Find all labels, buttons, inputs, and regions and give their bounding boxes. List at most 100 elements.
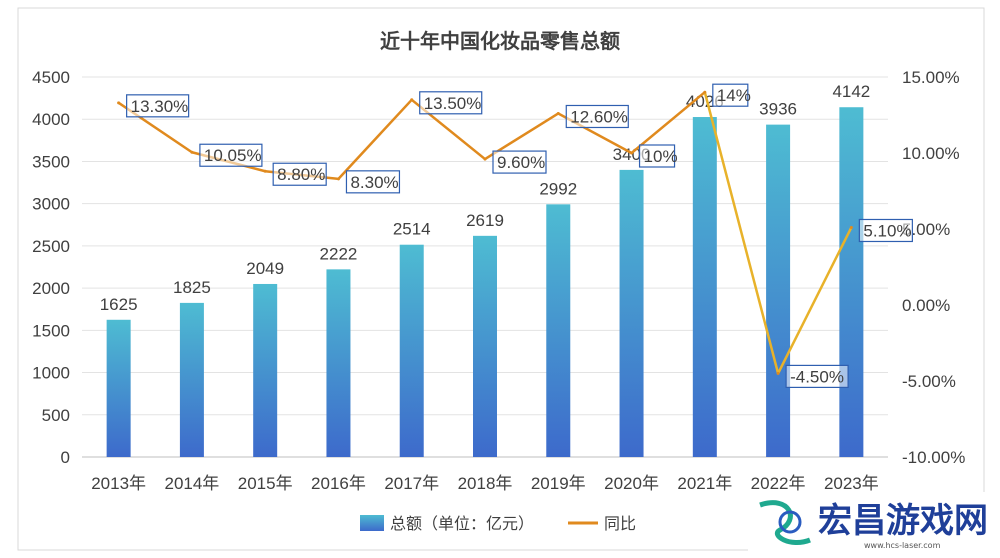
gridlines bbox=[82, 76, 888, 458]
left-tick-label: 3000 bbox=[32, 195, 70, 214]
legend-bar-swatch bbox=[360, 515, 384, 531]
line-point bbox=[336, 177, 340, 181]
line-segment bbox=[630, 90, 707, 155]
line-segment bbox=[776, 226, 853, 375]
line-value-label-group: 9.60% bbox=[492, 150, 547, 174]
bar-value-label: 2049 bbox=[246, 259, 284, 278]
line-label-box bbox=[199, 143, 263, 167]
line-value-label-group: 10.05% bbox=[199, 143, 263, 167]
x-tick-label: 2021年 bbox=[677, 474, 732, 493]
line-value-label: 8.30% bbox=[350, 173, 398, 192]
bar bbox=[179, 302, 204, 457]
x-axis: 2013年 2014年 2015年 2016年 2017年 2018年 2019年 2020年… bbox=[91, 474, 879, 493]
line-value-label-group: 8.30% bbox=[345, 170, 401, 194]
x-tick-label: 2022年 bbox=[751, 474, 806, 493]
line-label-box bbox=[492, 150, 547, 174]
line-value-label: 10% bbox=[644, 147, 678, 166]
line-label-box bbox=[565, 104, 629, 129]
line-value-label-group: 12.60% bbox=[565, 104, 629, 129]
line-label-box bbox=[272, 162, 327, 186]
line-value-label-group: 10% bbox=[638, 144, 678, 168]
line-label-box bbox=[345, 170, 401, 194]
right-tick-label: -10.00% bbox=[902, 448, 965, 467]
x-tick-label: 2023年 bbox=[824, 474, 879, 493]
line-point bbox=[703, 90, 707, 94]
bar-value-label: 1825 bbox=[173, 278, 211, 297]
line-label-box bbox=[419, 91, 483, 115]
x-tick-label: 2016年 bbox=[311, 474, 366, 493]
line-point bbox=[117, 101, 121, 105]
x-tick-label: 2013年 bbox=[91, 474, 146, 493]
left-axis: 0 500 1000 1500 2000 2500 3000 3500 4000 4500 bbox=[32, 68, 70, 467]
bar bbox=[766, 124, 791, 458]
x-tick-label: 2015年 bbox=[238, 474, 293, 493]
bar bbox=[619, 169, 644, 457]
line-value-label: 14% bbox=[717, 86, 751, 105]
left-tick-label: 3500 bbox=[32, 152, 70, 171]
bar bbox=[692, 117, 717, 457]
right-tick-label: 10.00% bbox=[902, 144, 960, 163]
right-tick-label: 0.00% bbox=[902, 296, 950, 315]
x-tick-label: 2020年 bbox=[604, 474, 659, 493]
bar-value-label: 4142 bbox=[832, 82, 870, 101]
line-value-label: 13.30% bbox=[131, 97, 189, 116]
line-point bbox=[630, 151, 634, 155]
x-tick-label: 2018年 bbox=[458, 474, 513, 493]
line-value-label-group: 13.50% bbox=[419, 91, 483, 115]
bar-value-label: 2222 bbox=[320, 244, 358, 263]
line-point bbox=[776, 371, 780, 375]
line-value-label-group: 14% bbox=[712, 83, 751, 107]
x-tick-label: 2014年 bbox=[164, 474, 219, 493]
watermark-url: www.hcs-laser.com bbox=[864, 541, 941, 550]
left-tick-label: 0 bbox=[61, 448, 70, 467]
x-tick-label: 2017年 bbox=[384, 474, 439, 493]
legend-line-label: 同比 bbox=[604, 514, 636, 533]
line-value-label: -4.50% bbox=[790, 367, 844, 386]
bar-value-label: 2992 bbox=[539, 179, 577, 198]
line-data-labels: 13.30% 10.05% 8.80% 8.30% 13.50% 9.60% 12.60% 1… bbox=[126, 83, 913, 388]
bar-value-label: 3936 bbox=[759, 100, 797, 119]
right-tick-label: 5.00% bbox=[902, 220, 950, 239]
left-tick-label: 4000 bbox=[32, 110, 70, 129]
line-label-box bbox=[638, 144, 676, 168]
line-segment bbox=[703, 90, 780, 375]
dragon-logo-icon bbox=[759, 500, 811, 546]
line-point bbox=[410, 98, 414, 102]
right-axis: -10.00% -5.00% 0.00% 5.00% 10.00% 15.00% bbox=[902, 68, 965, 467]
line-point bbox=[483, 157, 487, 161]
bar bbox=[546, 204, 571, 457]
line-value-label-group: 5.10% bbox=[858, 218, 913, 243]
bars bbox=[106, 107, 864, 458]
bar-value-label: 1625 bbox=[100, 295, 138, 314]
left-tick-label: 2500 bbox=[32, 237, 70, 256]
bar bbox=[399, 244, 424, 457]
line-label-box bbox=[712, 83, 749, 107]
line-value-label-group: 8.80% bbox=[272, 162, 327, 186]
legend: 总额（单位：亿元） 同比 bbox=[360, 514, 636, 533]
line-label-box bbox=[785, 364, 849, 388]
left-tick-label: 1500 bbox=[32, 321, 70, 340]
watermark-logo: 宏昌游戏网 www.hcs-laser.com bbox=[748, 492, 988, 554]
line-label-box bbox=[126, 94, 190, 118]
logo-ring-icon bbox=[778, 510, 802, 534]
right-tick-label: 15.00% bbox=[902, 68, 960, 87]
line-point bbox=[190, 150, 194, 154]
right-tick-label: -5.00% bbox=[902, 372, 956, 391]
line-point bbox=[556, 111, 560, 115]
left-tick-label: 2000 bbox=[32, 279, 70, 298]
line-value-label-group: 13.30% bbox=[126, 94, 190, 118]
chart-title: 近十年中国化妆品零售总额 bbox=[380, 29, 620, 53]
line-value-label: 13.50% bbox=[424, 94, 482, 113]
bar bbox=[326, 269, 351, 457]
bar bbox=[106, 319, 131, 457]
line-value-label: 8.80% bbox=[277, 165, 325, 184]
watermark-brand: 宏昌游戏网 bbox=[818, 501, 988, 541]
left-tick-label: 1000 bbox=[32, 364, 70, 383]
x-tick-label: 2019年 bbox=[531, 474, 586, 493]
line-value-label: 10.05% bbox=[204, 146, 262, 165]
line-label-box bbox=[858, 218, 913, 243]
bar bbox=[473, 235, 497, 457]
line-value-label: 5.10% bbox=[863, 221, 911, 240]
